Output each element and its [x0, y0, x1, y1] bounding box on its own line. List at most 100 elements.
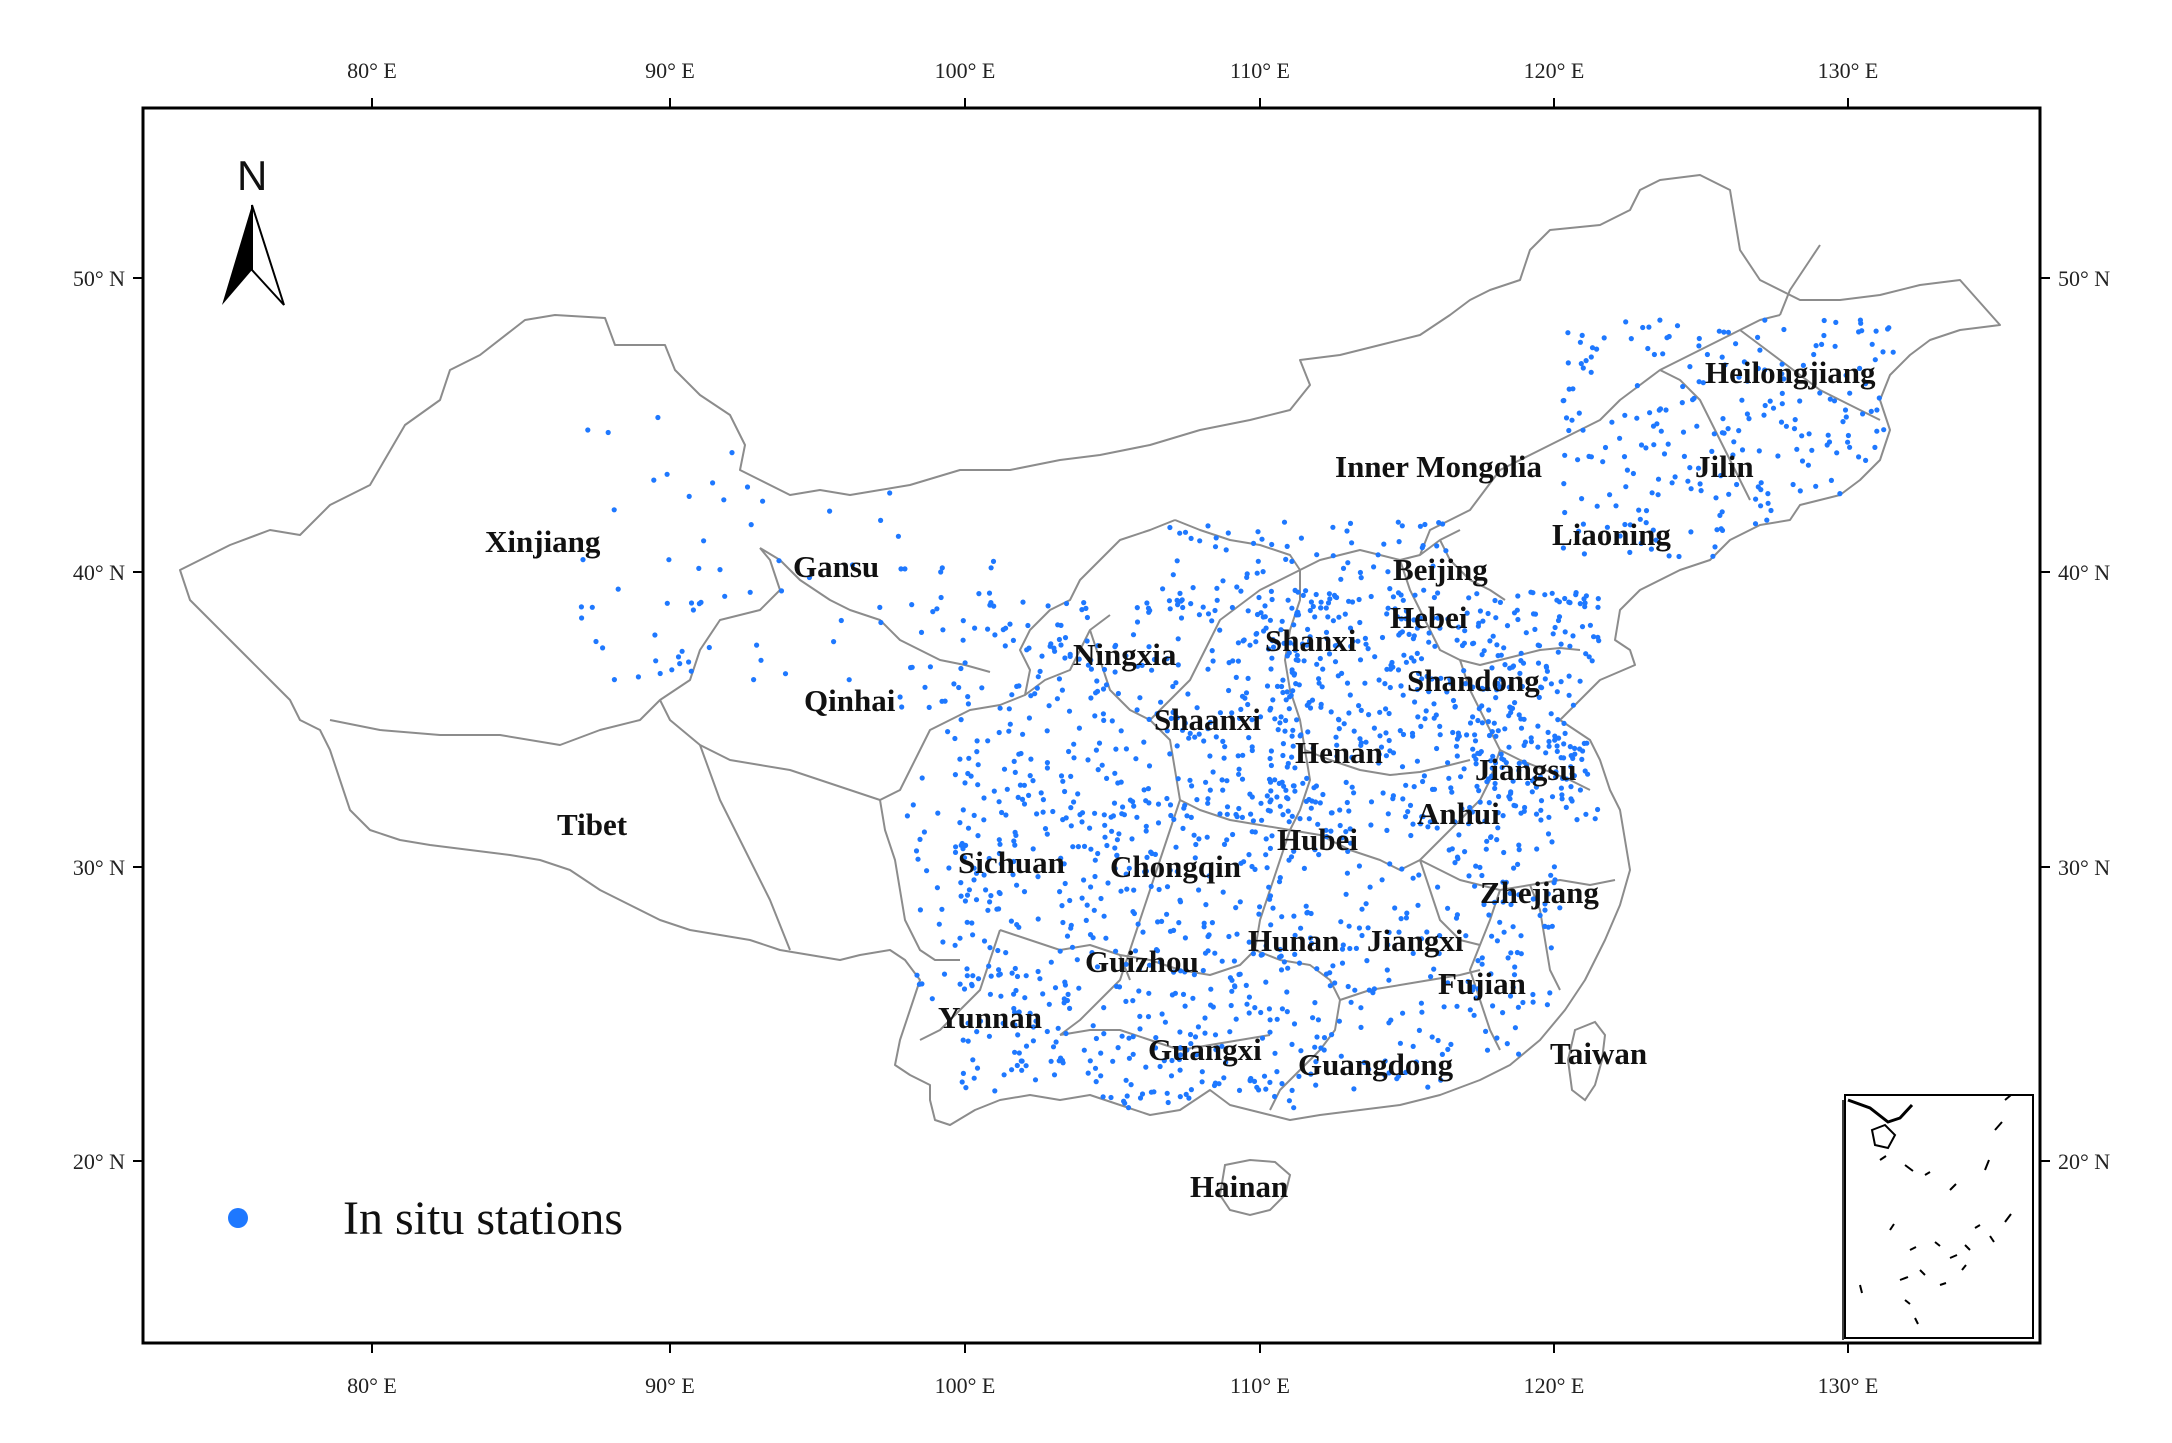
station-point: [1175, 776, 1181, 782]
station-point: [1071, 799, 1077, 805]
station-point: [1193, 841, 1199, 848]
station-point: [1011, 838, 1017, 844]
station-point: [1052, 985, 1059, 991]
station-point: [957, 935, 963, 941]
station-point: [970, 1057, 976, 1063]
station-point: [1226, 687, 1232, 694]
station-point: [1383, 753, 1389, 759]
station-point: [1206, 873, 1212, 879]
station-point: [1649, 490, 1655, 496]
station-point: [1646, 324, 1652, 330]
station-point: [1576, 528, 1582, 534]
station-point: [1622, 521, 1628, 528]
station-point: [1431, 701, 1437, 707]
station-point: [1336, 1018, 1342, 1024]
station-point: [827, 508, 833, 514]
station-point: [1292, 641, 1298, 648]
station-point: [1790, 481, 1796, 488]
station-point: [1154, 711, 1160, 717]
station-point: [1092, 810, 1098, 816]
station-point: [1067, 1005, 1073, 1012]
station-point: [1379, 634, 1386, 641]
station-point: [1092, 873, 1098, 880]
station-point: [1510, 984, 1516, 990]
station-point: [1176, 1056, 1182, 1063]
station-point: [921, 829, 928, 835]
station-point: [1358, 1005, 1364, 1011]
station-point: [1262, 614, 1268, 620]
station-point: [729, 450, 735, 456]
station-point: [1418, 1000, 1424, 1006]
station-point: [1132, 948, 1139, 954]
station-point: [981, 938, 988, 944]
station-point: [1145, 786, 1151, 792]
station-point: [1435, 615, 1441, 621]
station-point: [1479, 703, 1485, 709]
station-point: [1272, 777, 1278, 783]
station-point: [1414, 650, 1420, 657]
station-point: [1125, 1105, 1132, 1111]
station-point: [1398, 683, 1404, 689]
station-point: [1387, 748, 1393, 754]
station-point: [1779, 361, 1785, 367]
station-point: [1135, 921, 1141, 927]
station-point: [1320, 791, 1326, 798]
station-point: [1511, 610, 1518, 616]
station-point: [1474, 591, 1480, 597]
station-point: [1543, 664, 1550, 671]
station-point: [1143, 1064, 1149, 1070]
station-point: [1479, 872, 1485, 879]
station-point: [1382, 1058, 1388, 1064]
station-point: [1647, 410, 1653, 416]
station-point: [1376, 760, 1382, 766]
station-point: [1351, 1086, 1357, 1092]
station-point: [1199, 1069, 1205, 1075]
station-point: [1019, 1067, 1025, 1073]
station-point: [1500, 813, 1506, 819]
station-point: [1495, 810, 1501, 816]
station-point: [1289, 558, 1295, 565]
station-point: [1334, 594, 1340, 601]
station-point: [677, 661, 683, 667]
station-point: [1470, 746, 1476, 752]
station-point: [1757, 347, 1763, 353]
station-point: [1362, 680, 1368, 686]
station-point: [1009, 1067, 1015, 1073]
station-point: [961, 986, 968, 992]
station-point: [1269, 541, 1275, 548]
station-point: [1060, 778, 1066, 784]
station-point: [1192, 1034, 1199, 1040]
station-point: [1554, 689, 1560, 695]
station-point: [1030, 846, 1036, 852]
station-point: [1491, 720, 1497, 726]
station-point: [909, 602, 915, 608]
station-point: [1314, 661, 1320, 667]
station-point: [1068, 805, 1074, 811]
station-point: [1116, 984, 1123, 990]
station-point: [1556, 599, 1562, 605]
station-point: [1168, 812, 1174, 819]
station-point: [1277, 954, 1283, 960]
station-point: [1236, 766, 1242, 772]
station-point: [1494, 837, 1500, 843]
station-point: [1214, 597, 1220, 603]
station-point: [938, 594, 944, 601]
station-point: [1594, 346, 1600, 352]
station-point: [1805, 462, 1811, 468]
station-point: [1858, 320, 1864, 326]
station-point: [1357, 736, 1363, 742]
station-point: [1484, 838, 1490, 844]
station-point: [951, 681, 957, 687]
station-point: [1272, 716, 1278, 722]
station-point: [1010, 637, 1017, 644]
station-point: [1014, 882, 1020, 888]
station-point: [1292, 932, 1298, 939]
station-point: [917, 907, 924, 913]
station-point: [1439, 1051, 1445, 1057]
station-point: [1014, 973, 1021, 980]
station-point: [1170, 572, 1176, 578]
station-point: [1422, 521, 1428, 528]
station-point: [1058, 1055, 1064, 1061]
station-point: [1209, 648, 1215, 654]
station-point: [1205, 611, 1212, 617]
